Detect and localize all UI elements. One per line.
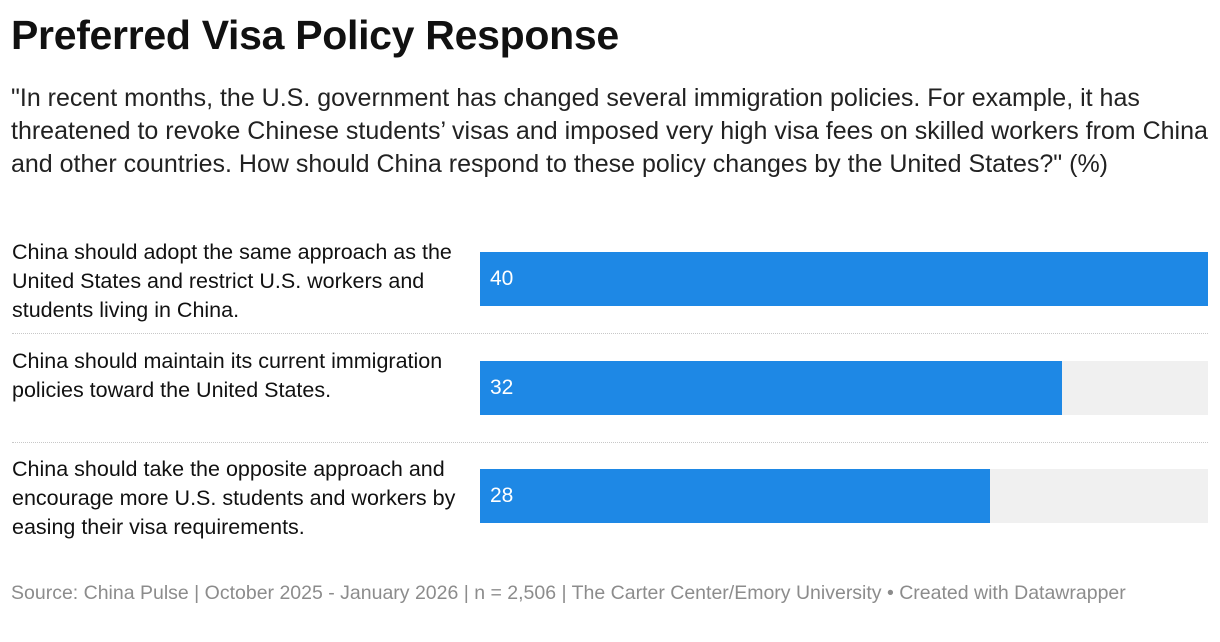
bar-track: 40: [480, 252, 1208, 306]
category-label: China should take the opposite approach …: [12, 457, 456, 539]
bar-track: 28: [480, 469, 1208, 523]
bar: 32: [480, 360, 1062, 415]
row-divider: [12, 441, 1208, 443]
row-divider: [12, 333, 1208, 334]
bar-value-label: 40: [490, 267, 514, 290]
category-label: China should adopt the same approach as …: [12, 240, 452, 322]
bar-value-label: 32: [490, 375, 514, 399]
bar: 40: [480, 252, 1208, 306]
bar-value-label: 28: [490, 484, 514, 507]
source-footer: Source: China Pulse | October 2025 - Jan…: [11, 582, 1126, 604]
category-label: China should maintain its current immigr…: [12, 348, 443, 402]
bar: 28: [480, 469, 990, 523]
chart-title: Preferred Visa Policy Response: [11, 12, 619, 58]
chart-subtitle: "In recent months, the U.S. government h…: [11, 84, 1208, 178]
bar-track: 32: [480, 360, 1208, 415]
